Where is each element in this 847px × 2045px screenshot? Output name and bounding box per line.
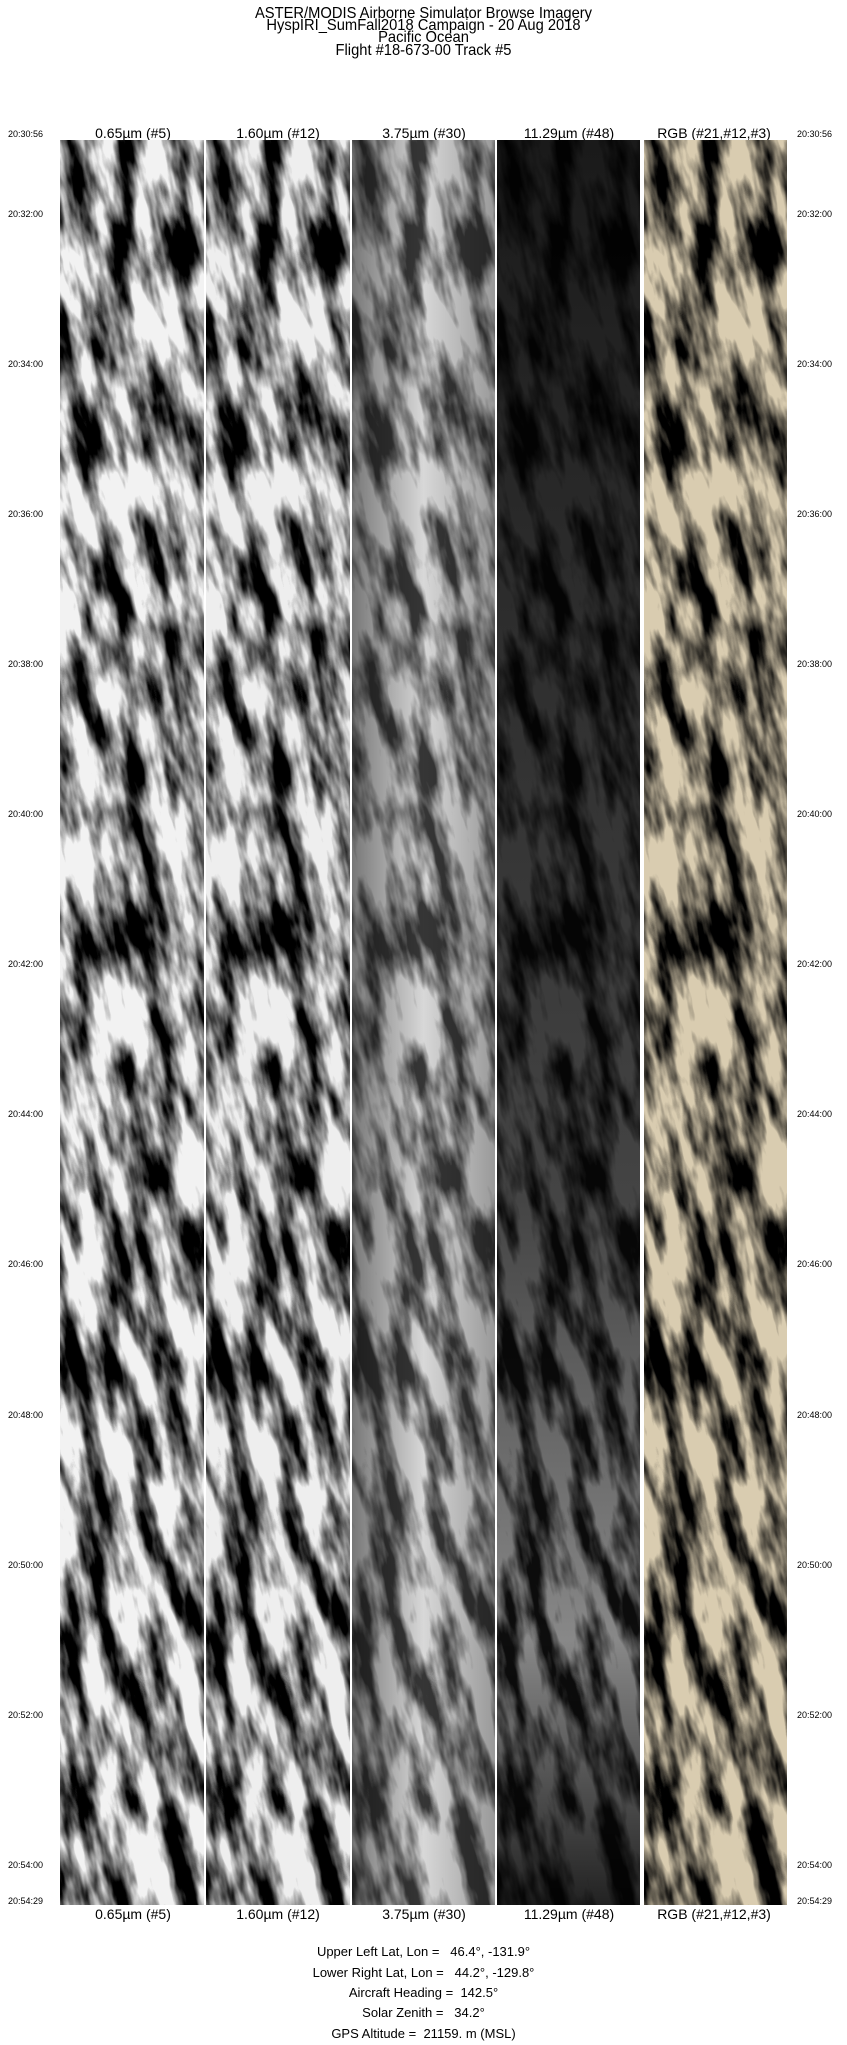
band-label-top-4: 11.29µm (#48) xyxy=(523,125,615,141)
band-label-top-3: 3.75µm (#30) xyxy=(382,125,466,141)
time-tick-label: 20:30:56 xyxy=(797,129,833,139)
upper-left-latlon: Upper Left Lat, Lon = 46.4°, -131.9° xyxy=(316,1944,531,1959)
band-label-bottom-3: 3.75µm (#30) xyxy=(382,1906,466,1922)
aircraft-heading: Aircraft Heading = 142.5° xyxy=(348,1985,499,2000)
time-tick-label: 20:42:00 xyxy=(797,959,833,970)
time-tick-label: 20:44:00 xyxy=(8,1109,44,1120)
cloud-imagery-0.65um xyxy=(60,140,204,1905)
band-label-bottom-1: 0.65µm (#5) xyxy=(95,1906,171,1922)
time-tick-label: 20:34:00 xyxy=(797,359,833,370)
time-tick-label: 20:34:00 xyxy=(8,359,44,370)
time-tick-label: 20:44:00 xyxy=(797,1109,833,1120)
time-tick-label: 20:42:00 xyxy=(8,959,44,970)
time-tick-label: 20:46:00 xyxy=(8,1259,44,1270)
cloud-imagery-11.29um xyxy=(497,140,640,1905)
band-label-bottom-5: RGB (#21,#12,#3) xyxy=(657,1906,771,1922)
solar-zenith: Solar Zenith = 34.2° xyxy=(362,2005,485,2020)
band-label-bottom-2: 1.60µm (#12) xyxy=(236,1906,320,1922)
band-label-top-1: 0.65µm (#5) xyxy=(95,125,171,141)
time-tick-label: 20:54:00 xyxy=(8,1859,44,1870)
time-tick-label: 20:54:00 xyxy=(797,1859,833,1870)
time-tick-label: 20:54:29 xyxy=(8,1896,44,1906)
time-tick-label: 20:30:56 xyxy=(8,129,44,139)
panel-image-0.65um xyxy=(60,140,204,1905)
time-tick-label: 20:50:00 xyxy=(8,1559,44,1570)
time-tick-label: 20:32:00 xyxy=(8,209,44,220)
panel-image-rgb xyxy=(644,140,787,1905)
time-tick-label: 20:48:00 xyxy=(797,1409,833,1420)
time-tick-label: 20:46:00 xyxy=(797,1259,833,1270)
title-line-4: Flight #18-673-00 Track #5 xyxy=(335,42,512,59)
time-tick-label: 20:38:00 xyxy=(8,659,44,670)
time-tick-label: 20:36:00 xyxy=(8,509,44,520)
time-tick-label: 20:52:00 xyxy=(8,1709,44,1720)
time-tick-label: 20:40:00 xyxy=(797,809,833,820)
gps-altitude: GPS Altitude = 21159. m (MSL) xyxy=(331,2026,516,2041)
time-tick-label: 20:38:00 xyxy=(797,659,833,670)
time-tick-label: 20:50:00 xyxy=(797,1559,833,1570)
title-line-3: Pacific Ocean xyxy=(378,29,469,46)
title-line-1: ASTER/MODIS Airborne Simulator Browse Im… xyxy=(254,5,593,22)
cloud-imagery-3.75um xyxy=(352,140,495,1905)
time-tick-label: 20:48:00 xyxy=(8,1409,44,1420)
time-tick-label: 20:52:00 xyxy=(797,1709,833,1720)
cloud-imagery-1.60um xyxy=(206,140,350,1905)
title-line-2: HyspIRI_SumFall2018 Campaign - 20 Aug 20… xyxy=(266,17,581,34)
band-label-top-2: 1.60µm (#12) xyxy=(236,125,320,141)
time-tick-label: 20:40:00 xyxy=(8,809,44,820)
cloud-imagery-rgb xyxy=(644,140,787,1905)
panel-image-3.75um xyxy=(352,140,495,1905)
time-tick-label: 20:54:29 xyxy=(797,1896,833,1906)
band-label-top-5: RGB (#21,#12,#3) xyxy=(657,125,771,141)
time-tick-label: 20:32:00 xyxy=(797,209,833,220)
panel-image-11.29um xyxy=(497,140,640,1905)
panel-image-1.60um xyxy=(206,140,350,1905)
band-label-bottom-4: 11.29µm (#48) xyxy=(523,1906,615,1922)
time-tick-label: 20:36:00 xyxy=(797,509,833,520)
lower-right-latlon: Lower Right Lat, Lon = 44.2°, -129.8° xyxy=(312,1965,535,1980)
